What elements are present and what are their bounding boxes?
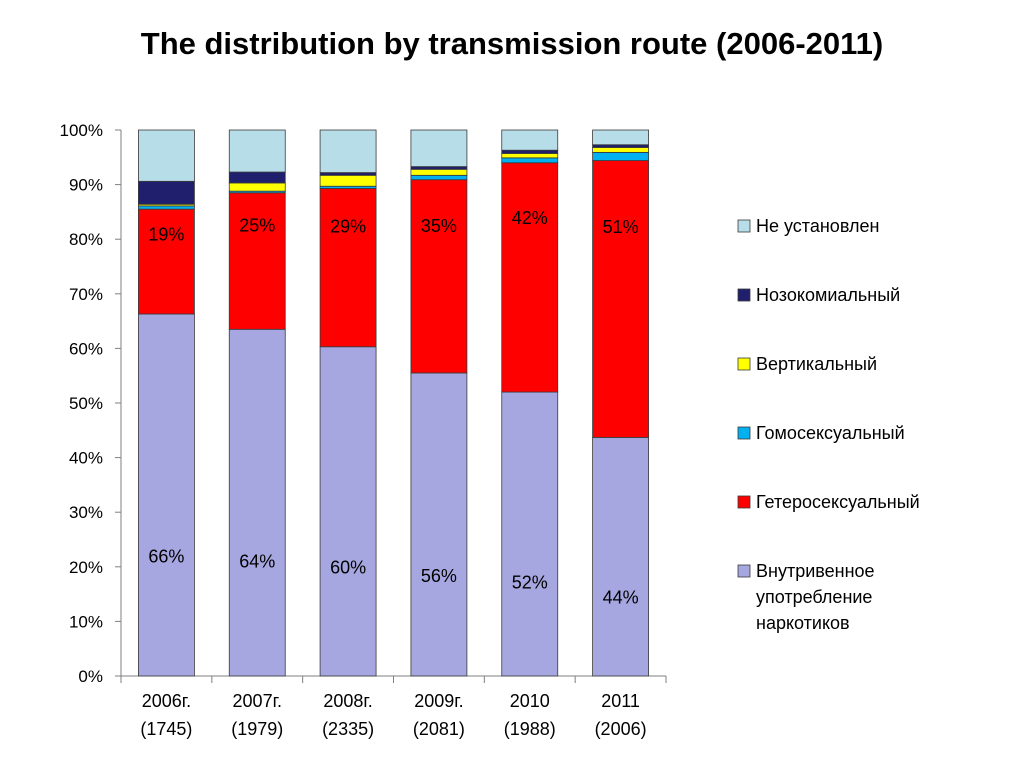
chart-legend: Не установлен Нозокомиальный Вертикальный Г…: [737, 216, 920, 633]
bar-segment: [501, 129, 559, 151]
bar-segment: [228, 192, 286, 330]
y-tick-label: 0%: [78, 667, 103, 686]
legend-label: употребление: [756, 587, 872, 607]
bar-segment: [410, 174, 468, 181]
data-label: 52%: [512, 572, 548, 592]
data-label: 66%: [148, 547, 184, 567]
chart-data-labels: 66% 19% 64% 25% 60% 29% 56% 35% 52% 42% 44% 51%: [148, 208, 638, 607]
bar-segment: [228, 328, 286, 677]
bar-segment: [592, 160, 649, 438]
bar-segment: [319, 172, 377, 176]
legend-swatch: [737, 426, 751, 440]
bar-segment: [410, 168, 468, 176]
legend-label: Вертикальный: [756, 354, 877, 374]
y-tick-label: 90%: [69, 176, 103, 195]
bar-segment: [592, 151, 649, 161]
bar-segment: [138, 205, 195, 210]
bar-segment: [410, 372, 468, 677]
bar-segment: [410, 129, 468, 167]
bar-segment: [228, 171, 286, 184]
bar-segment: [228, 182, 286, 192]
bar-segment: [410, 166, 468, 170]
x-tick-label: (2335): [322, 719, 374, 739]
bar-segment: [319, 188, 377, 348]
y-tick-label: 60%: [69, 339, 103, 358]
legend-label: Гомосексуальный: [756, 423, 905, 443]
x-tick-label: (1988): [504, 719, 556, 739]
data-label: 19%: [148, 224, 184, 244]
bar-segment: [138, 208, 195, 315]
legend-swatch: [737, 357, 751, 371]
legend-label: Гетеросексуальный: [756, 492, 920, 512]
data-label: 51%: [603, 217, 639, 237]
x-tick-label: 2011: [601, 691, 640, 711]
bar-segment: [319, 174, 377, 187]
y-tick-label: 50%: [69, 394, 103, 413]
bar-segment: [501, 162, 559, 393]
data-label: 25%: [239, 216, 275, 236]
bar-segment: [592, 436, 649, 677]
data-label: 29%: [330, 216, 366, 236]
chart-bars: [138, 129, 649, 677]
bar-segment: [501, 153, 559, 159]
data-label: 64%: [239, 552, 275, 572]
y-tick-label: 40%: [69, 449, 103, 468]
legend-label: Нозокомиальный: [756, 285, 900, 305]
x-tick-label: (1745): [140, 719, 192, 739]
x-tick-label: (2006): [595, 719, 647, 739]
y-tick-label: 10%: [69, 612, 103, 631]
x-tick-label: 2006г.: [142, 691, 191, 711]
x-tick-label: 2010: [510, 691, 550, 711]
bar-segment: [501, 149, 559, 154]
x-tick-label: 2009г.: [414, 691, 463, 711]
bar-segment: [592, 147, 649, 153]
chart-title: The distribution by transmission route (…: [140, 26, 884, 61]
legend-swatch: [737, 495, 751, 509]
bar-segment: [138, 313, 195, 677]
legend-swatch: [737, 219, 751, 233]
bar-segment: [228, 129, 286, 173]
data-label: 42%: [512, 208, 548, 228]
bar-segment: [410, 179, 468, 374]
y-tick-label: 20%: [69, 558, 103, 577]
bar-segment: [501, 157, 559, 164]
bar-segment: [138, 129, 195, 182]
bar-segment: [319, 346, 377, 677]
x-tick-label: 2007г.: [233, 691, 282, 711]
x-tick-label: (2081): [413, 719, 465, 739]
y-tick-label: 80%: [69, 230, 103, 249]
bar-segment: [138, 180, 195, 205]
data-label: 35%: [421, 216, 457, 236]
legend-label: Внутривенное: [756, 561, 875, 581]
data-label: 56%: [421, 566, 457, 586]
chart-axes: 0% 10% 20% 30% 40% 50% 60% 70% 80% 90% 100% 2006г. (…: [60, 121, 667, 739]
bar-segment: [592, 144, 649, 148]
bar-segment: [319, 129, 377, 173]
legend-swatch: [737, 564, 751, 578]
legend-label: Не установлен: [756, 216, 879, 236]
data-label: 60%: [330, 557, 366, 577]
y-tick-label: 30%: [69, 503, 103, 522]
y-tick-label: 70%: [69, 285, 103, 304]
bar-segment: [501, 391, 559, 677]
x-tick-label: (1979): [231, 719, 283, 739]
data-label: 44%: [603, 587, 639, 607]
y-tick-label: 100%: [60, 121, 103, 140]
x-tick-label: 2008г.: [323, 691, 372, 711]
legend-label: наркотиков: [756, 613, 850, 633]
legend-swatch: [737, 288, 751, 302]
bar-segment: [592, 129, 649, 146]
